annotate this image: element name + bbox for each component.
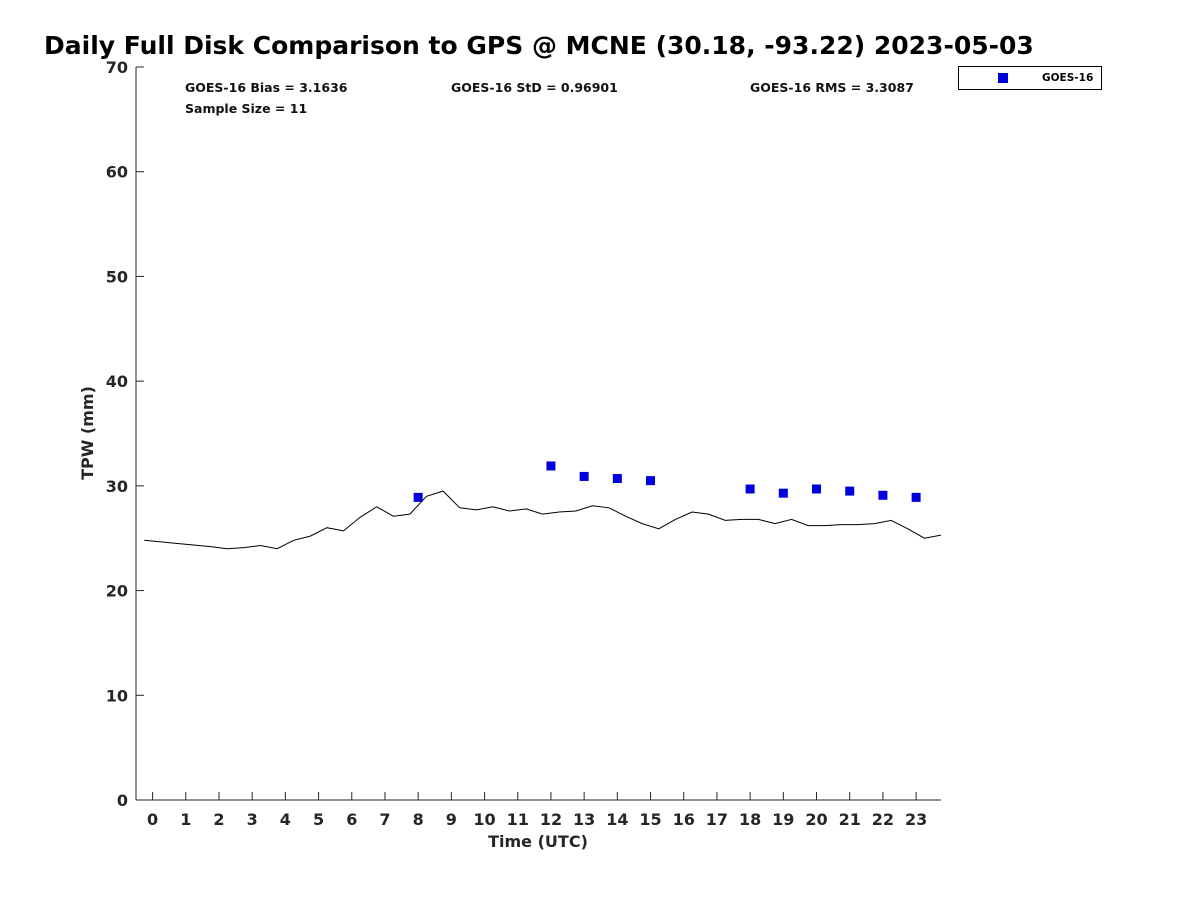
x-tick-label: 13 <box>573 810 595 829</box>
x-tick-label: 16 <box>673 810 695 829</box>
goes16-point <box>778 488 788 498</box>
chart-title: Daily Full Disk Comparison to GPS @ MCNE… <box>44 31 1034 60</box>
x-tick-label: 19 <box>772 810 794 829</box>
y-tick-label: 70 <box>106 58 128 77</box>
std-stat: GOES-16 StD = 0.96901 <box>451 80 618 95</box>
rms-stat: GOES-16 RMS = 3.3087 <box>750 80 914 95</box>
x-tick-label: 22 <box>872 810 894 829</box>
y-tick-label: 50 <box>106 267 128 286</box>
x-tick-label: 5 <box>313 810 324 829</box>
x-tick-label: 20 <box>805 810 827 829</box>
x-tick-label: 11 <box>507 810 529 829</box>
goes16-point <box>413 492 423 502</box>
x-tick-label: 0 <box>147 810 158 829</box>
goes16-marker-layer <box>413 461 921 502</box>
legend-marker-goes16 <box>998 73 1008 83</box>
gps-tpw-line-layer <box>144 490 942 550</box>
x-tick-label: 21 <box>839 810 861 829</box>
y-tick-label: 40 <box>106 372 128 391</box>
x-tick-label: 1 <box>180 810 191 829</box>
x-tick-label: 8 <box>413 810 424 829</box>
x-axis-ticks: 0 1 2 3 4 5 6 7 8 9 10 11 12 13 14 15 16 17 18 19 20 21 22 23 <box>147 792 927 829</box>
x-tick-label: 10 <box>473 810 495 829</box>
x-tick-label: 7 <box>379 810 390 829</box>
x-tick-label: 23 <box>905 810 927 829</box>
y-tick-label: 10 <box>106 686 128 705</box>
goes16-point <box>911 492 921 502</box>
x-tick-label: 6 <box>346 810 357 829</box>
goes16-point <box>546 461 556 471</box>
y-tick-label: 0 <box>117 791 128 810</box>
y-axis-label: TPW (mm) <box>78 386 97 480</box>
y-tick-label: 60 <box>106 163 128 182</box>
goes16-point <box>812 484 822 494</box>
goes16-point <box>845 486 855 496</box>
x-tick-label: 15 <box>639 810 661 829</box>
gps-tpw-line <box>144 490 942 550</box>
y-tick-label: 20 <box>106 582 128 601</box>
goes16-point <box>646 476 656 486</box>
x-tick-label: 14 <box>606 810 628 829</box>
x-axis-label: Time (UTC) <box>488 832 588 851</box>
goes16-point <box>745 484 755 494</box>
goes16-point <box>579 471 589 481</box>
x-tick-label: 17 <box>706 810 728 829</box>
legend-box <box>958 66 1102 90</box>
x-tick-label: 2 <box>213 810 224 829</box>
legend-label-goes16: GOES-16 <box>1042 72 1093 84</box>
x-tick-label: 4 <box>280 810 291 829</box>
sample-size-stat: Sample Size = 11 <box>185 101 307 116</box>
x-tick-label: 9 <box>446 810 457 829</box>
goes16-point <box>878 490 888 500</box>
x-tick-label: 18 <box>739 810 761 829</box>
bias-stat: GOES-16 Bias = 3.1636 <box>185 80 348 95</box>
y-axis-ticks: 0 10 20 30 40 50 60 70 <box>106 58 144 810</box>
goes16-point <box>612 474 622 484</box>
legend: GOES-16 <box>958 66 1102 90</box>
y-tick-label: 30 <box>106 477 128 496</box>
x-tick-label: 12 <box>540 810 562 829</box>
x-tick-label: 3 <box>247 810 258 829</box>
